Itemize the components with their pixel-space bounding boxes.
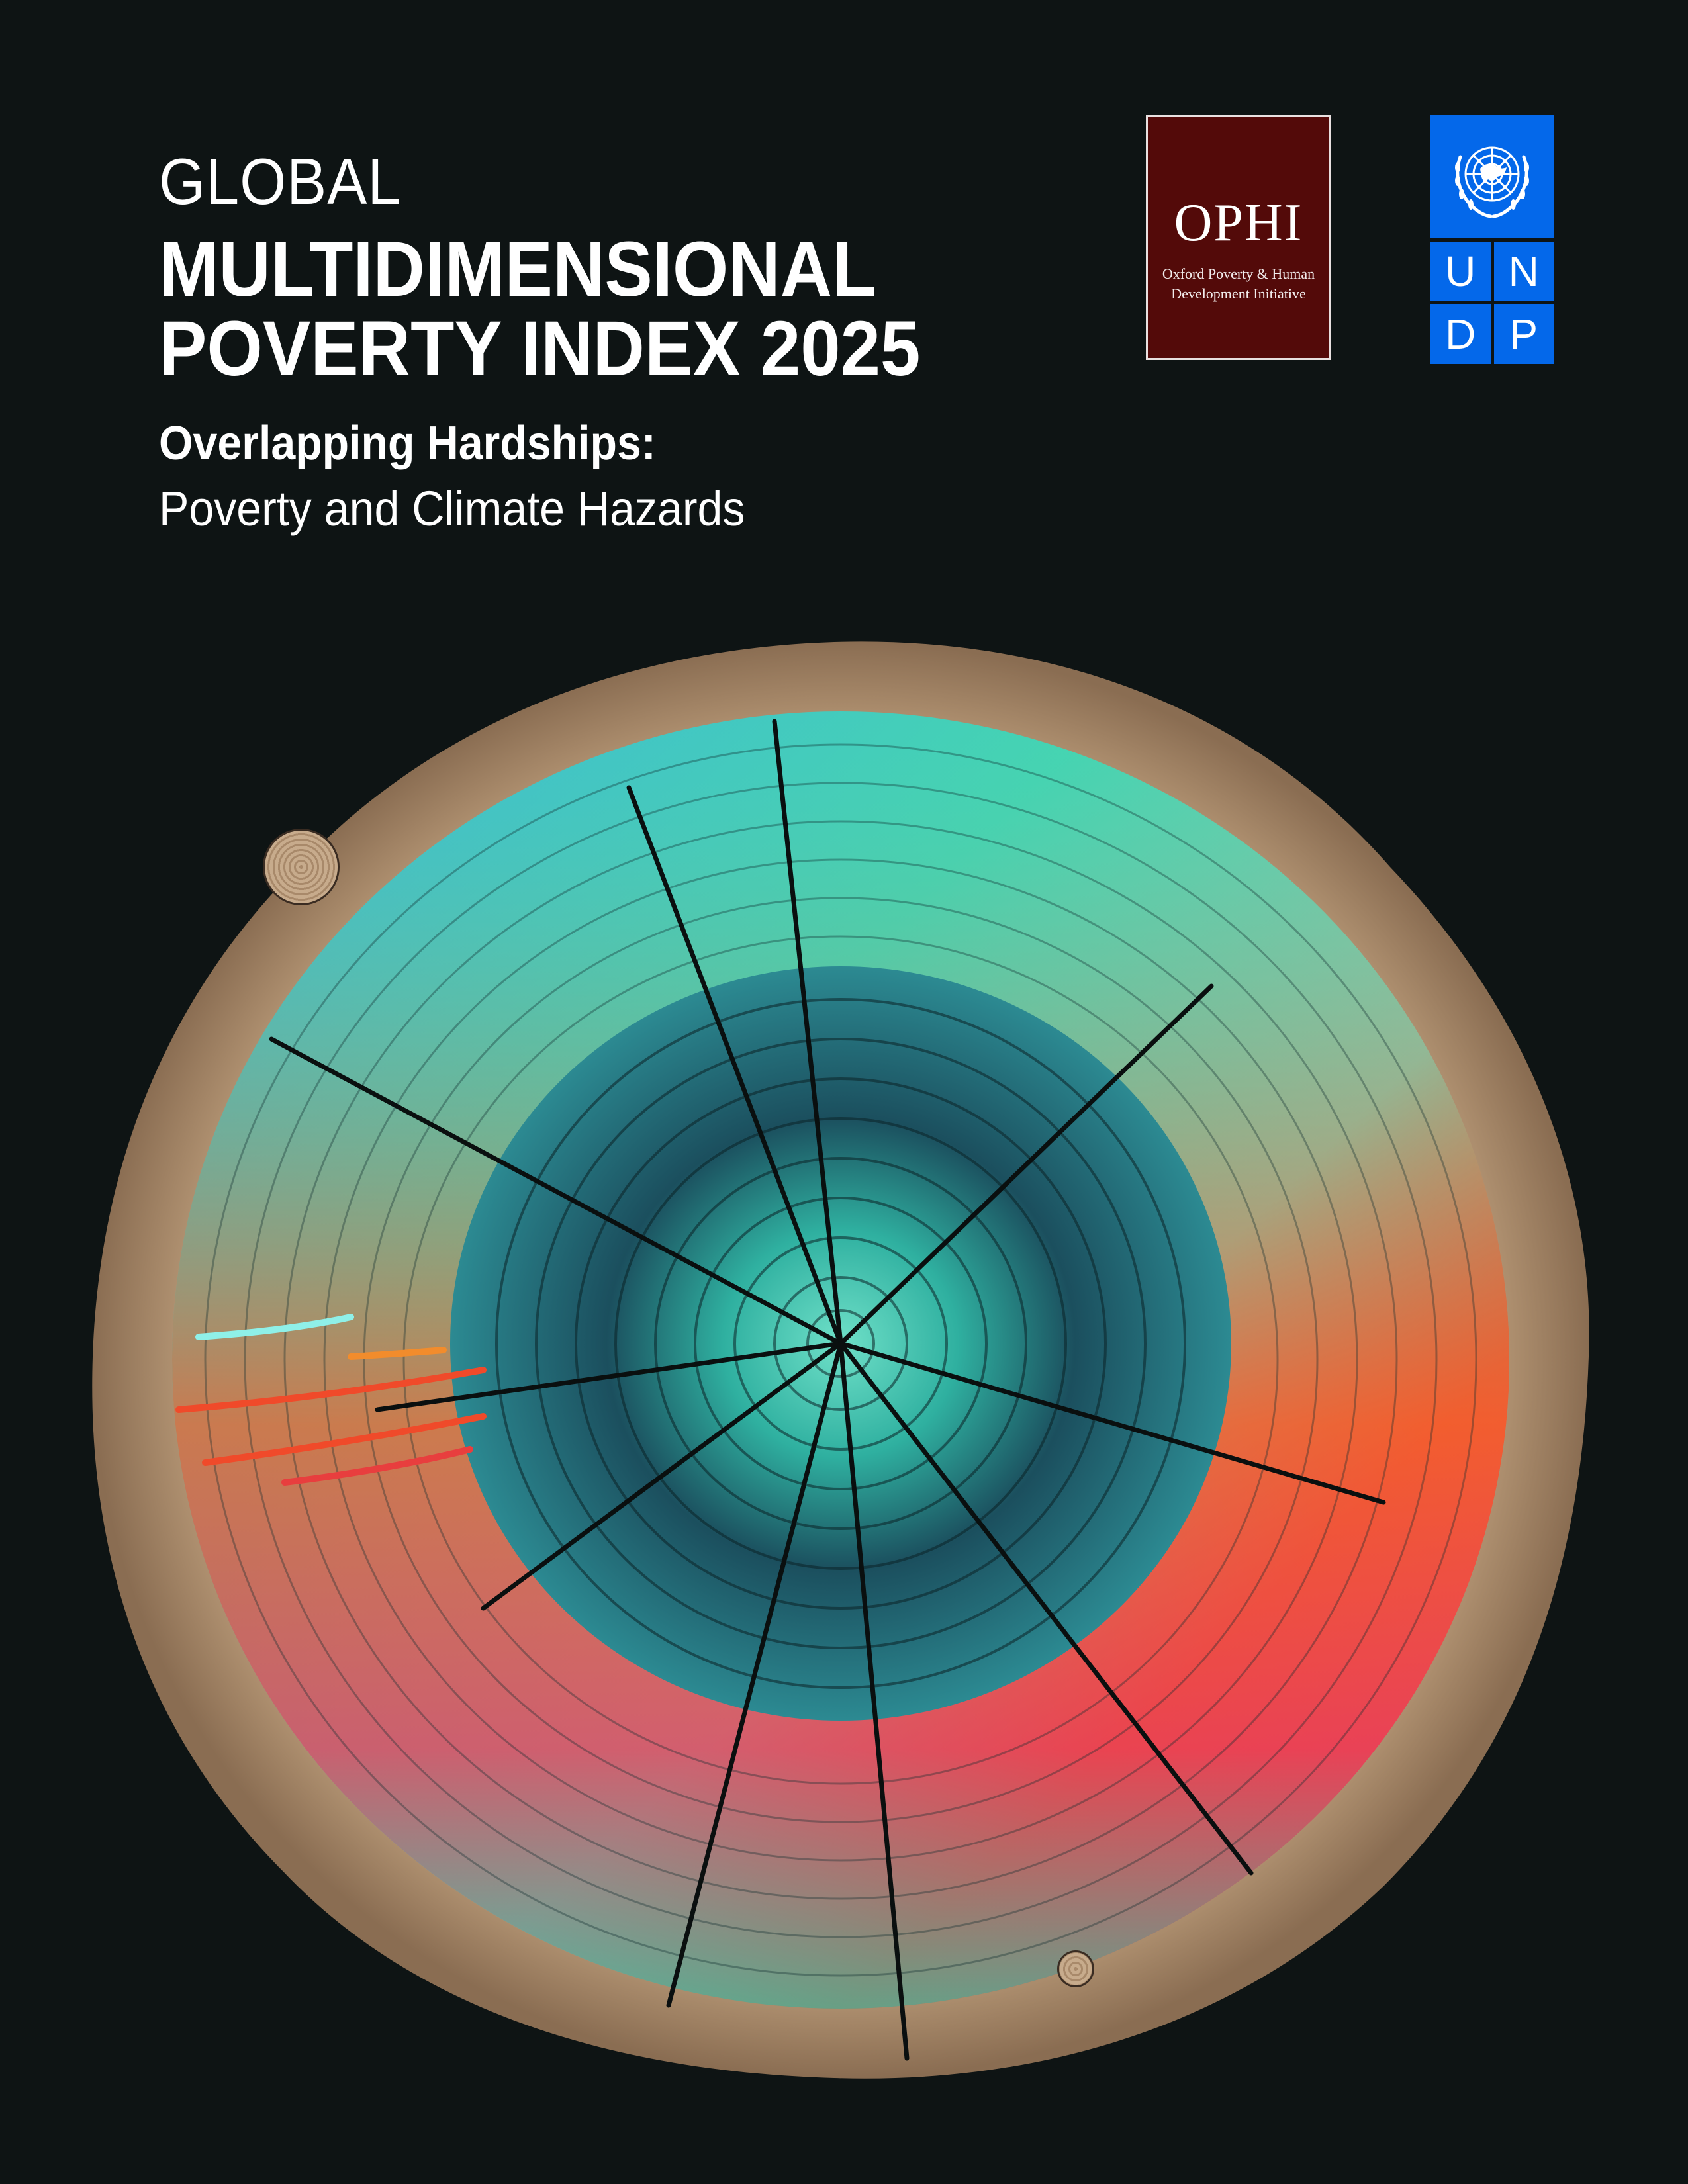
tree-ring-illustration xyxy=(92,641,1589,2079)
wood-knot xyxy=(265,831,338,903)
undp-letter-n: N xyxy=(1493,242,1554,301)
un-emblem-icon xyxy=(1430,115,1554,238)
main-title: MULTIDIMENSIONAL POVERTY INDEX 2025 xyxy=(159,230,920,389)
ophi-logo: OPHI Oxford Poverty & Human Development … xyxy=(1146,115,1331,360)
subtitle-bold: Overlapping Hardships: xyxy=(159,416,656,470)
undp-letter-d: D xyxy=(1430,304,1491,364)
undp-logo: U N D P xyxy=(1430,115,1554,364)
ophi-desc-line-1: Oxford Poverty & Human xyxy=(1162,265,1315,282)
ophi-desc-line-2: Development Initiative xyxy=(1171,285,1306,302)
title-line-2: POVERTY INDEX 2025 xyxy=(159,305,921,393)
subtitle: Poverty and Climate Hazards xyxy=(159,480,745,536)
undp-letters: U N D P xyxy=(1430,242,1554,364)
growth-rings xyxy=(204,743,1477,1977)
ophi-name: OPHI xyxy=(1174,194,1303,252)
ophi-description: Oxford Poverty & Human Development Initi… xyxy=(1148,264,1329,303)
wood-knot-small xyxy=(1059,1952,1092,1985)
tree-ring-artwork xyxy=(73,615,1615,2098)
radial-cracks xyxy=(269,719,1386,2061)
undp-letter-u: U xyxy=(1430,242,1491,301)
accent-streaks xyxy=(175,1314,487,1486)
title-line-1: MULTIDIMENSIONAL xyxy=(159,226,876,313)
cover-title-block: GLOBAL MULTIDIMENSIONAL POVERTY INDEX 20… xyxy=(159,149,986,533)
un-emblem-svg xyxy=(1455,146,1529,218)
title-kicker: GLOBAL xyxy=(159,145,402,218)
undp-letter-p: P xyxy=(1493,304,1554,364)
